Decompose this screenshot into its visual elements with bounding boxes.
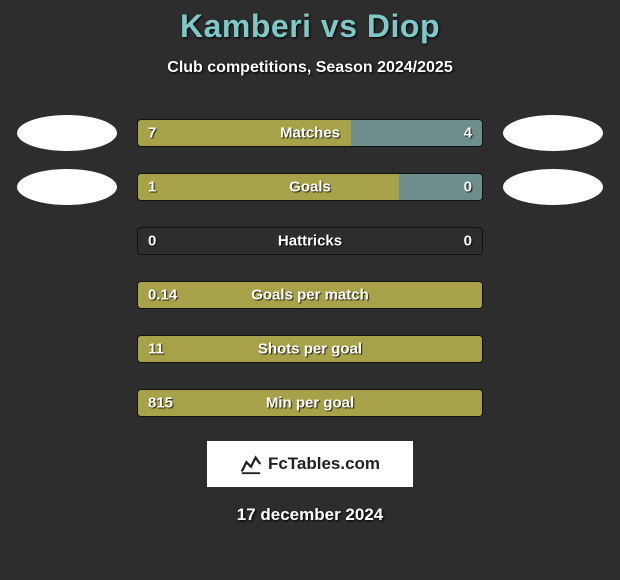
branding-text: FcTables.com (268, 454, 380, 474)
stat-label: Goals (289, 179, 331, 196)
stat-value-right: 4 (464, 125, 472, 142)
stat-rows: 7 4 Matches 1 0 Goals 0 0 Hattricks 0.14 Goals per… (0, 115, 620, 421)
stat-value-right: 0 (464, 233, 472, 250)
stat-bar: 815 Min per goal (137, 389, 483, 417)
stat-value-left: 0.14 (148, 287, 177, 304)
stat-bar: 11 Shots per goal (137, 335, 483, 363)
stat-bar: 7 4 Matches (137, 119, 483, 147)
avatar-right (503, 115, 603, 151)
stat-value-left: 1 (148, 179, 156, 196)
stat-label: Hattricks (278, 233, 342, 250)
stat-label: Shots per goal (258, 341, 362, 358)
stat-value-left: 11 (148, 341, 164, 358)
branding-badge: FcTables.com (207, 441, 413, 487)
avatar-spacer (17, 223, 117, 259)
avatar-spacer (503, 385, 603, 421)
stat-value-left: 0 (148, 233, 156, 250)
stat-label: Min per goal (266, 395, 354, 412)
page-title: Kamberi vs Diop (0, 8, 620, 45)
avatar-spacer (17, 277, 117, 313)
stat-row: 0.14 Goals per match (0, 277, 620, 313)
stat-bar: 0 0 Hattricks (137, 227, 483, 255)
bar-fill-left (138, 174, 399, 200)
stat-label: Goals per match (251, 287, 369, 304)
avatar-spacer (503, 223, 603, 259)
stat-value-right: 0 (464, 179, 472, 196)
avatar-spacer (503, 277, 603, 313)
avatar-right (503, 169, 603, 205)
stat-row: 815 Min per goal (0, 385, 620, 421)
stat-row: 7 4 Matches (0, 115, 620, 151)
date-text: 17 december 2024 (0, 505, 620, 525)
stat-bar: 0.14 Goals per match (137, 281, 483, 309)
avatar-left (17, 169, 117, 205)
stat-value-left: 7 (148, 125, 156, 142)
stat-value-left: 815 (148, 395, 173, 412)
avatar-spacer (17, 331, 117, 367)
stat-row: 11 Shots per goal (0, 331, 620, 367)
chart-icon (240, 453, 262, 475)
avatar-left (17, 115, 117, 151)
bar-fill-right (351, 120, 482, 146)
avatar-spacer (17, 385, 117, 421)
stat-label: Matches (280, 125, 340, 142)
stat-row: 1 0 Goals (0, 169, 620, 205)
subtitle: Club competitions, Season 2024/2025 (0, 59, 620, 77)
stat-bar: 1 0 Goals (137, 173, 483, 201)
stat-row: 0 0 Hattricks (0, 223, 620, 259)
comparison-infographic: Kamberi vs Diop Club competitions, Seaso… (0, 0, 620, 525)
avatar-spacer (503, 331, 603, 367)
